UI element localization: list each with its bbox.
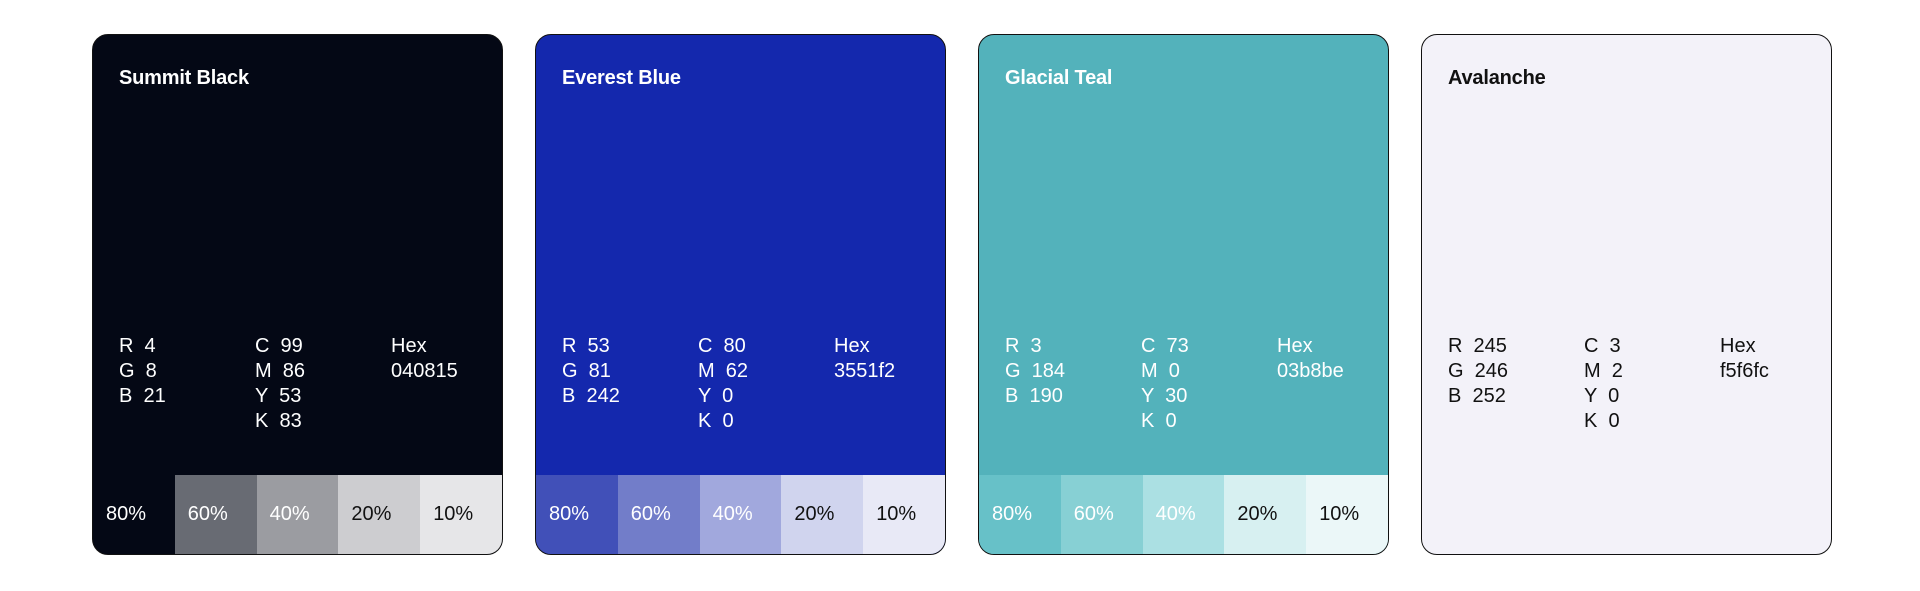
- hex-label: Hex: [1720, 335, 1756, 357]
- tint-swatch-20: 20%: [338, 475, 421, 554]
- cmyk-y: Y 0: [1584, 385, 1620, 407]
- tint-swatch-40: 40%: [1142, 475, 1225, 554]
- tint-swatch-40: 40%: [256, 475, 339, 554]
- color-name: Summit Black: [119, 67, 249, 89]
- cmyk-c: C 80: [698, 335, 746, 357]
- hex-code: 040815: [391, 360, 458, 382]
- rgb-b: B 21: [119, 385, 166, 407]
- color-name: Everest Blue: [562, 67, 681, 89]
- cmyk-values: C 3 M 2 Y 0 K 0: [1584, 334, 1623, 434]
- rgb-values: R 4 G 8 B 21: [119, 334, 166, 409]
- tint-strip: 80% 60% 40% 20% 10%: [536, 475, 945, 554]
- rgb-g: G 8: [119, 360, 157, 382]
- color-name: Glacial Teal: [1005, 67, 1113, 89]
- color-card-avalanche: Avalanche R 245 G 246 B 252 C 3 M 2 Y 0 …: [1421, 34, 1832, 555]
- cmyk-k: K 0: [698, 410, 734, 432]
- color-palette: Summit Black R 4 G 8 B 21 C 99 M 86 Y 53…: [92, 34, 1832, 555]
- rgb-g: G 81: [562, 360, 611, 382]
- tint-swatch-10: 10%: [863, 475, 945, 554]
- tint-swatch-10: 10%: [420, 475, 502, 554]
- rgb-r: R 245: [1448, 335, 1507, 357]
- tint-strip: 80% 60% 40% 20% 10%: [979, 475, 1388, 554]
- cmyk-m: M 0: [1141, 360, 1180, 382]
- cmyk-m: M 86: [255, 360, 306, 382]
- cmyk-values: C 99 M 86 Y 53 K 83: [255, 334, 305, 434]
- tint-swatch-40: 40%: [699, 475, 782, 554]
- color-card-summit-black: Summit Black R 4 G 8 B 21 C 99 M 86 Y 53…: [92, 34, 503, 555]
- hex-label: Hex: [1277, 335, 1313, 357]
- rgb-values: R 245 G 246 B 252: [1448, 334, 1508, 409]
- hex-label: Hex: [834, 335, 870, 357]
- tint-swatch-60: 60%: [617, 475, 700, 554]
- color-card-glacial-teal: Glacial Teal R 3 G 184 B 190 C 73 M 0 Y …: [978, 34, 1389, 555]
- cmyk-y: Y 30: [1141, 385, 1188, 407]
- hex-value: Hex f5f6fc: [1720, 334, 1769, 384]
- hex-value: Hex 040815: [391, 334, 458, 384]
- hex-code: f5f6fc: [1720, 360, 1769, 382]
- tint-swatch-60: 60%: [1060, 475, 1143, 554]
- cmyk-k: K 83: [255, 410, 302, 432]
- cmyk-y: Y 53: [255, 385, 302, 407]
- tint-swatch-80: 80%: [536, 475, 618, 554]
- tint-swatch-60: 60%: [174, 475, 257, 554]
- hex-code: 3551f2: [834, 360, 896, 382]
- cmyk-values: C 73 M 0 Y 30 K 0: [1141, 334, 1189, 434]
- cmyk-m: M 2: [1584, 360, 1623, 382]
- rgb-g: G 184: [1005, 360, 1066, 382]
- rgb-r: R 53: [562, 335, 610, 357]
- rgb-values: R 53 G 81 B 242: [562, 334, 620, 409]
- tint-swatch-20: 20%: [1224, 475, 1307, 554]
- cmyk-c: C 73: [1141, 335, 1189, 357]
- hex-code: 03b8be: [1277, 360, 1344, 382]
- cmyk-c: C 3: [1584, 335, 1621, 357]
- cmyk-k: K 0: [1141, 410, 1177, 432]
- rgb-values: R 3 G 184 B 190: [1005, 334, 1065, 409]
- tint-swatch-10: 10%: [1306, 475, 1388, 554]
- color-card-everest-blue: Everest Blue R 53 G 81 B 242 C 80 M 62 Y…: [535, 34, 946, 555]
- hex-value: Hex 03b8be: [1277, 334, 1344, 384]
- rgb-b: B 252: [1448, 385, 1506, 407]
- rgb-r: R 4: [119, 335, 156, 357]
- color-name: Avalanche: [1448, 67, 1546, 89]
- rgb-g: G 246: [1448, 360, 1509, 382]
- cmyk-y: Y 0: [698, 385, 734, 407]
- rgb-b: B 242: [562, 385, 620, 407]
- cmyk-k: K 0: [1584, 410, 1620, 432]
- hex-label: Hex: [391, 335, 427, 357]
- rgb-r: R 3: [1005, 335, 1042, 357]
- cmyk-c: C 99: [255, 335, 303, 357]
- hex-value: Hex 3551f2: [834, 334, 895, 384]
- tint-swatch-20: 20%: [781, 475, 864, 554]
- tint-swatch-80: 80%: [93, 475, 175, 554]
- cmyk-values: C 80 M 62 Y 0 K 0: [698, 334, 748, 434]
- rgb-b: B 190: [1005, 385, 1063, 407]
- tint-swatch-80: 80%: [979, 475, 1061, 554]
- tint-strip: 80% 60% 40% 20% 10%: [93, 475, 502, 554]
- cmyk-m: M 62: [698, 360, 749, 382]
